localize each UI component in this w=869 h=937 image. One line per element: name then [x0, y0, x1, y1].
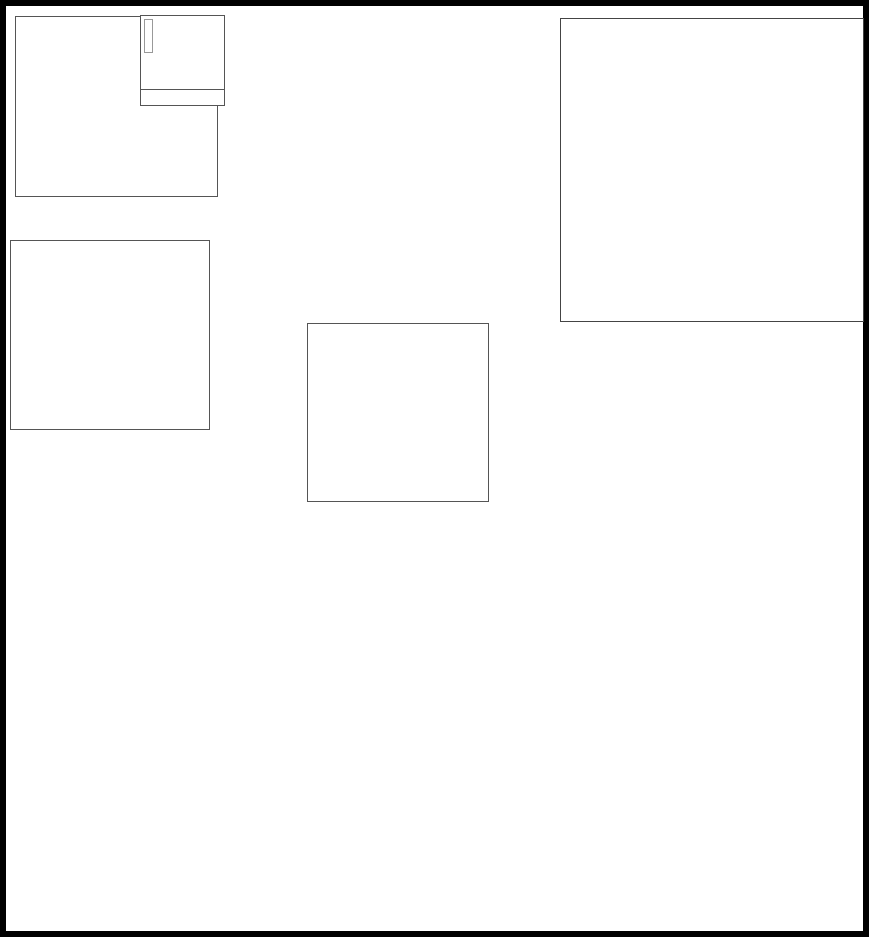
- pathway-heatmap-colorbar: [687, 394, 751, 404]
- cycling-scores-caption: [141, 89, 224, 105]
- panel-f-plot-box: [307, 323, 489, 502]
- basal-scores-umap-canvas: [113, 249, 205, 333]
- panel-a-inset-box: [140, 15, 225, 106]
- panel-b-plot-box: [10, 240, 210, 430]
- basal-neural-scores-umap-canvas: [113, 335, 205, 423]
- correlation-colorbar: [512, 212, 524, 298]
- umap-programs-canvas: [308, 324, 488, 501]
- correlation-heatmap-canvas: [250, 52, 498, 300]
- cycling-scores-umap-canvas: [141, 16, 222, 86]
- cycling-scores-colorbar: [144, 19, 153, 53]
- bivariate-color-legend: [35, 265, 95, 325]
- neural-scores-umap-canvas: [15, 335, 107, 423]
- go-terms-plot-box: [560, 18, 864, 322]
